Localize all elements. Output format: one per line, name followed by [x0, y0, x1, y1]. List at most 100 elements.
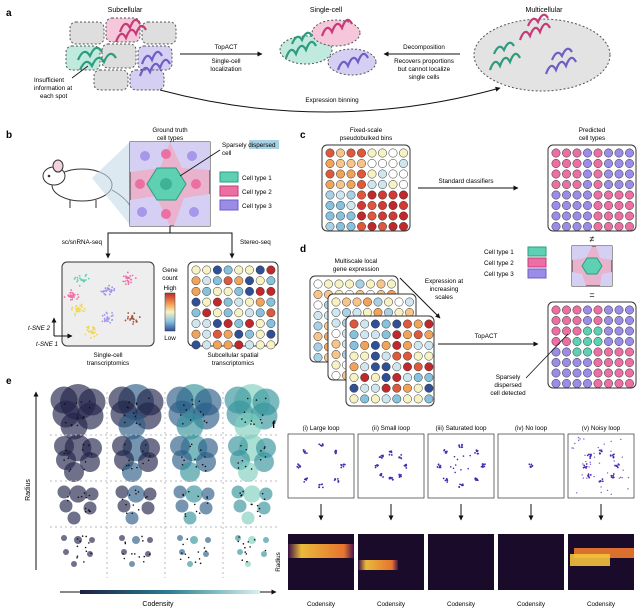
- scale2-spot: [363, 297, 372, 307]
- filtration-point: [84, 460, 87, 463]
- scale3-spot: [424, 383, 434, 393]
- predicted-spot: [593, 180, 603, 189]
- scale3-spot: [403, 394, 412, 404]
- scale3-spot: [413, 351, 423, 361]
- low-label: Low: [164, 335, 176, 342]
- scale3-spot: [424, 394, 434, 404]
- loop-point: [388, 453, 391, 456]
- bin-spot: [399, 169, 408, 179]
- filtration-ball: [145, 551, 151, 557]
- noise-point: [582, 477, 585, 479]
- filtration-point: [132, 412, 135, 414]
- subcellular-bins: [65, 17, 177, 91]
- filtration-point: [246, 560, 248, 563]
- filtration-ball: [190, 536, 198, 544]
- barcode-heatmap: [498, 534, 564, 590]
- scale3-spot: [360, 351, 370, 361]
- loop-title: (iii) Saturated loop: [435, 425, 487, 432]
- filtration-ball: [129, 561, 135, 567]
- bin-spot: [367, 222, 377, 231]
- scale1-spot: [376, 279, 386, 289]
- loop-point: [302, 450, 305, 453]
- tsne-point: [78, 309, 80, 311]
- predicted-spot: [614, 159, 624, 168]
- filtration-ball: [199, 501, 213, 515]
- filtration-point: [205, 550, 207, 553]
- filtration-point: [261, 422, 263, 424]
- tsne-point: [80, 304, 82, 307]
- filtration-ball: [243, 485, 261, 503]
- panel-d-legend: Cell type 1 Cell type 2 Cell type 3: [484, 246, 547, 279]
- tsne-point: [111, 318, 114, 321]
- topact-spot: [572, 379, 582, 388]
- predicted-spot: [593, 222, 603, 231]
- filtration-ball: [147, 537, 153, 543]
- filtration-point: [131, 467, 133, 470]
- loop-point: [528, 463, 531, 466]
- sparsely-pre: Sparsely: [222, 142, 248, 149]
- bin-spot: [336, 180, 345, 189]
- noise-point: [603, 443, 605, 445]
- filtration-point: [124, 421, 126, 424]
- tsne-point: [129, 275, 132, 277]
- scale3-spot: [370, 330, 380, 340]
- topact-spot: [625, 326, 634, 336]
- scale2-spot: [331, 339, 341, 349]
- filtration-point: [137, 509, 140, 511]
- tsne-point: [91, 326, 94, 329]
- tsne-point: [88, 330, 91, 332]
- scale3-spot: [413, 319, 423, 329]
- filtration-ball: [176, 412, 204, 440]
- filtration-ball: [136, 388, 164, 416]
- filtration-ball: [122, 462, 142, 482]
- predicted-spot: [604, 159, 613, 168]
- label-subcellular: Subcellular: [108, 7, 143, 14]
- filtration-point: [182, 543, 184, 546]
- stereo-spot: [223, 265, 233, 275]
- filtration-ball: [108, 386, 136, 414]
- ground-truth-2: cell types: [157, 135, 183, 142]
- label-stereo: Stereo-seq: [240, 239, 271, 246]
- filtration-point: [142, 560, 145, 563]
- loop-point: [403, 464, 406, 467]
- loop-point: [335, 451, 338, 454]
- predicted-spot: [604, 211, 613, 221]
- loop-point: [445, 450, 448, 453]
- filtration-point: [241, 559, 244, 562]
- stereo-spot: [234, 265, 244, 275]
- tsne-point: [84, 333, 87, 336]
- predicted-spot: [593, 169, 603, 179]
- filtration-point: [88, 444, 90, 447]
- topact-spot: [604, 347, 613, 357]
- noise-point: [606, 489, 609, 492]
- filtration-ball: [175, 499, 189, 513]
- scale2-spot: [331, 360, 341, 370]
- loop-point: [374, 466, 377, 469]
- filtration-point: [142, 540, 144, 542]
- filtration-point: [185, 409, 188, 411]
- predicted-spot: [572, 148, 582, 158]
- stereo-spot: [223, 340, 233, 350]
- filtration-point: [67, 496, 69, 498]
- filtration-ball: [252, 388, 280, 416]
- label-topact-d: TopACT: [475, 333, 498, 340]
- scale3-spot: [381, 330, 391, 340]
- noise-point: [621, 456, 624, 458]
- loop-point: [296, 465, 299, 468]
- scale3-spot: [392, 373, 402, 382]
- filtration-point: [203, 547, 206, 549]
- bin-spot: [367, 201, 377, 210]
- scale3-spot: [403, 330, 412, 340]
- filtration-point: [67, 499, 69, 502]
- stereo-spot: [202, 329, 212, 339]
- tsne-point: [79, 308, 82, 311]
- tsne-point: [77, 307, 80, 310]
- tsne-point: [127, 280, 129, 282]
- filtration-point: [88, 400, 91, 403]
- filtration-point: [87, 509, 90, 511]
- tsne-point: [76, 298, 78, 300]
- loop-point: [530, 463, 533, 466]
- loop-point: [340, 466, 343, 469]
- topact-spot: [562, 316, 571, 325]
- loop-point: [302, 449, 305, 451]
